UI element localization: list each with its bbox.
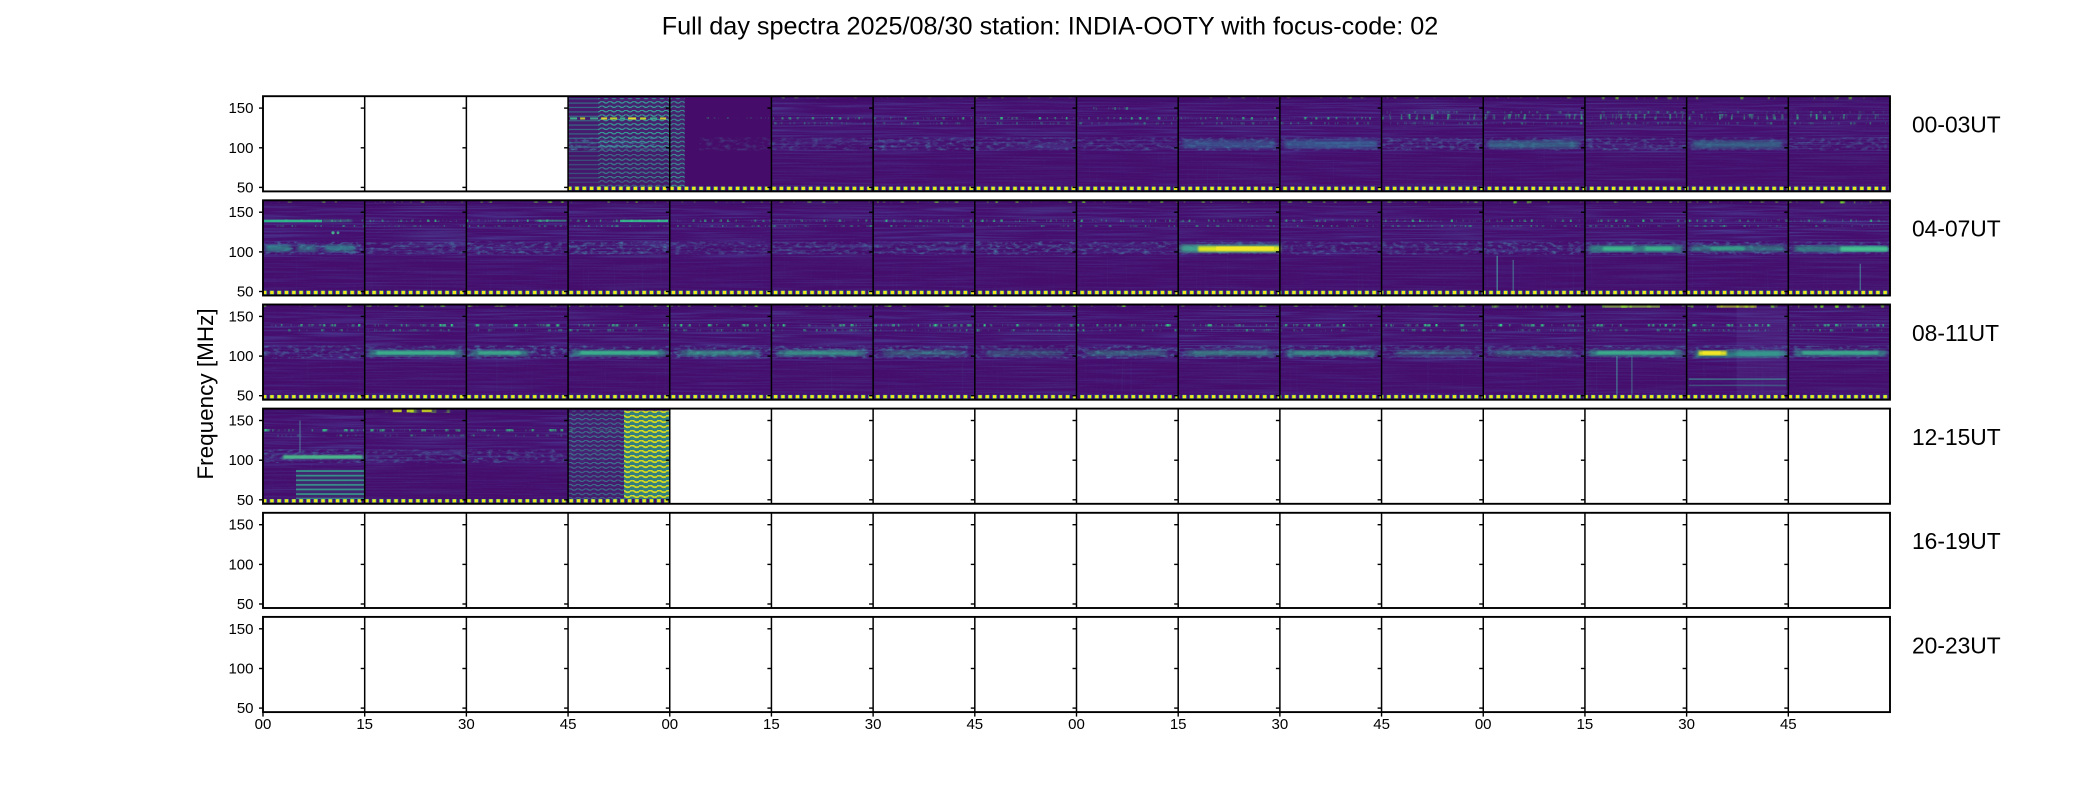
svg-text:15: 15	[763, 716, 780, 733]
svg-text:04-07UT: 04-07UT	[1912, 216, 2001, 242]
svg-text:15: 15	[1577, 716, 1594, 733]
svg-text:00-03UT: 00-03UT	[1912, 112, 2001, 138]
svg-text:45: 45	[1373, 716, 1390, 733]
svg-text:15: 15	[356, 716, 373, 733]
svg-text:00: 00	[1068, 716, 1085, 733]
svg-text:16-19UT: 16-19UT	[1912, 528, 2001, 554]
svg-text:150: 150	[228, 100, 253, 117]
svg-text:30: 30	[1272, 716, 1289, 733]
svg-text:150: 150	[228, 308, 253, 325]
svg-text:50: 50	[237, 179, 254, 196]
svg-text:50: 50	[237, 388, 254, 405]
svg-text:150: 150	[228, 413, 253, 430]
svg-text:50: 50	[237, 492, 254, 509]
svg-text:100: 100	[228, 348, 253, 365]
svg-text:Frequency [MHz]: Frequency [MHz]	[193, 308, 218, 479]
svg-text:20-23UT: 20-23UT	[1912, 632, 2001, 658]
svg-text:50: 50	[237, 700, 254, 717]
svg-text:150: 150	[228, 621, 253, 638]
svg-text:00: 00	[255, 716, 272, 733]
svg-text:100: 100	[228, 661, 253, 678]
svg-text:100: 100	[228, 244, 253, 261]
svg-text:45: 45	[966, 716, 983, 733]
svg-text:45: 45	[1780, 716, 1797, 733]
svg-text:100: 100	[228, 140, 253, 157]
svg-text:00: 00	[1475, 716, 1492, 733]
svg-text:100: 100	[228, 452, 253, 469]
svg-text:08-11UT: 08-11UT	[1912, 320, 1999, 346]
svg-text:150: 150	[228, 204, 253, 221]
svg-text:15: 15	[1170, 716, 1187, 733]
svg-text:00: 00	[661, 716, 678, 733]
svg-text:30: 30	[1678, 716, 1695, 733]
svg-text:100: 100	[228, 556, 253, 573]
svg-text:30: 30	[865, 716, 882, 733]
svg-text:50: 50	[237, 596, 254, 613]
svg-text:30: 30	[458, 716, 475, 733]
svg-text:45: 45	[560, 716, 577, 733]
svg-text:Full day spectra 2025/08/30 st: Full day spectra 2025/08/30 station: IND…	[662, 12, 1439, 40]
svg-text:150: 150	[228, 517, 253, 534]
svg-text:12-15UT: 12-15UT	[1912, 424, 2001, 450]
svg-text:50: 50	[237, 284, 254, 301]
